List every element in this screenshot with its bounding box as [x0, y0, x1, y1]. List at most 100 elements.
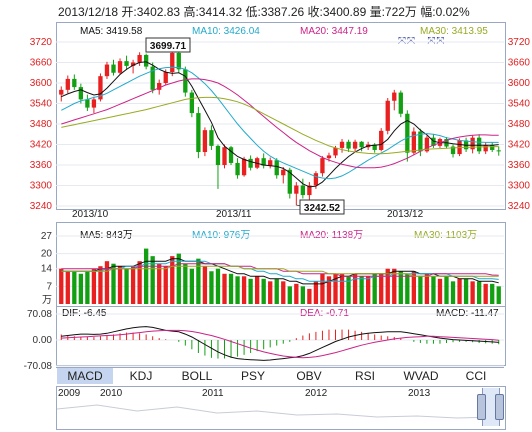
volume-bar	[209, 271, 214, 304]
tab-boll[interactable]: BOLL	[181, 369, 213, 383]
macd-y-tick: -70.08	[24, 361, 53, 372]
tab-psy[interactable]: PSY	[240, 369, 265, 383]
tab-rsi[interactable]: RSI	[354, 369, 375, 383]
volume-bar	[91, 268, 97, 304]
volume-bar	[294, 283, 299, 304]
price-y-tick-left: 3240	[30, 201, 53, 212]
high-annotation-label: 3699.71	[150, 41, 187, 52]
volume-bar	[248, 278, 253, 304]
volume-bar	[228, 273, 234, 304]
volume-bar	[202, 266, 208, 304]
volume-bar	[463, 278, 469, 304]
price-y-tick-right: 3480	[508, 119, 531, 130]
tab-cci[interactable]: CCI	[465, 369, 487, 383]
price-ma30-label: MA30: 3413.95	[420, 26, 488, 37]
candle-body	[241, 158, 247, 176]
candle-body	[143, 54, 149, 67]
candle-body	[268, 160, 273, 166]
candle-body	[320, 158, 325, 174]
candle-body	[124, 61, 129, 66]
volume-bar	[450, 281, 456, 304]
price-y-tick-right: 3660	[508, 58, 531, 69]
candle-body	[496, 150, 501, 152]
volume-bar	[124, 268, 129, 304]
volume-y-tick: 14	[41, 264, 53, 275]
candle-body	[287, 169, 292, 194]
candle-body	[235, 162, 240, 176]
volume-bar	[254, 276, 260, 304]
volume-bar	[215, 268, 221, 304]
candle-body	[163, 72, 168, 83]
volume-bar	[176, 253, 181, 304]
candle-body	[294, 185, 299, 194]
volume-y-tick: 27	[41, 231, 53, 242]
candle-body	[490, 145, 495, 150]
volume-y-tick: 7	[46, 281, 52, 292]
volume-bar	[470, 281, 475, 304]
range-handle-left-icon[interactable]	[477, 394, 486, 420]
low-annotation-label: 3242.52	[304, 203, 341, 214]
candle-body	[130, 62, 136, 66]
tab-wvad[interactable]: WVAD	[403, 369, 439, 383]
price-y-tick-right: 3240	[508, 201, 531, 212]
candle-body	[359, 141, 364, 148]
price-y-tick-right: 3600	[508, 78, 531, 89]
candle-body	[405, 113, 410, 153]
volume-bar	[352, 273, 358, 304]
volume-bar	[457, 278, 462, 304]
candle-body	[398, 92, 403, 114]
price-y-tick-left: 3420	[30, 140, 53, 151]
volume-bar	[496, 286, 501, 304]
volume-bar	[281, 281, 286, 304]
price-y-tick-left: 3540	[30, 99, 53, 110]
volume-bar	[444, 276, 449, 304]
timeline-navigator[interactable]	[56, 386, 506, 430]
volume-bar	[418, 276, 423, 304]
candle-body	[157, 83, 162, 90]
volume-bar	[398, 271, 403, 304]
volume-bar	[85, 271, 90, 304]
volume-bar	[196, 258, 201, 304]
candle-body	[483, 145, 488, 152]
price-ma20-line	[61, 78, 499, 169]
volume-bar	[411, 271, 417, 304]
volume-bar	[261, 278, 266, 304]
candle-body	[111, 64, 116, 73]
volume-bar	[143, 248, 149, 304]
volume-bar	[137, 261, 142, 304]
tab-macd[interactable]: MACD	[57, 368, 113, 384]
candle-body	[91, 99, 97, 108]
volume-bar	[490, 283, 495, 304]
timeline-history-sparkline	[57, 404, 498, 419]
price-y-tick-left: 3300	[30, 181, 53, 192]
volume-bar	[359, 276, 364, 304]
volume-bar	[157, 263, 162, 304]
volume-bar	[78, 273, 84, 304]
volume-bar	[326, 276, 332, 304]
timeline-year-2013: 2013	[408, 388, 431, 399]
candle-body	[215, 145, 221, 165]
low-annotation-box	[299, 199, 345, 215]
x-label-nov: 2013/11	[216, 209, 252, 220]
timeline-year-2012: 2012	[305, 388, 328, 399]
volume-bar	[346, 276, 351, 304]
high-annotation-box	[145, 37, 191, 53]
macd-y-tick: 0.00	[33, 335, 53, 346]
volume-bar	[241, 276, 247, 304]
candle-body	[196, 113, 201, 153]
volume-bar	[189, 268, 195, 304]
candle-body	[189, 92, 195, 114]
candle-body	[313, 173, 319, 186]
tab-obv[interactable]: OBV	[296, 369, 322, 383]
price-y-tick-right: 3300	[508, 181, 531, 192]
range-handle-right-icon[interactable]	[495, 394, 504, 420]
candle-body	[274, 160, 279, 176]
candle-body	[476, 137, 482, 152]
price-ma5-label: MA5: 3419.58	[80, 26, 143, 37]
volume-bar	[235, 276, 240, 304]
volume-bar	[405, 273, 410, 304]
tab-kdj[interactable]: KDJ	[129, 369, 153, 383]
candle-body	[104, 64, 110, 77]
volume-bar	[65, 271, 70, 304]
